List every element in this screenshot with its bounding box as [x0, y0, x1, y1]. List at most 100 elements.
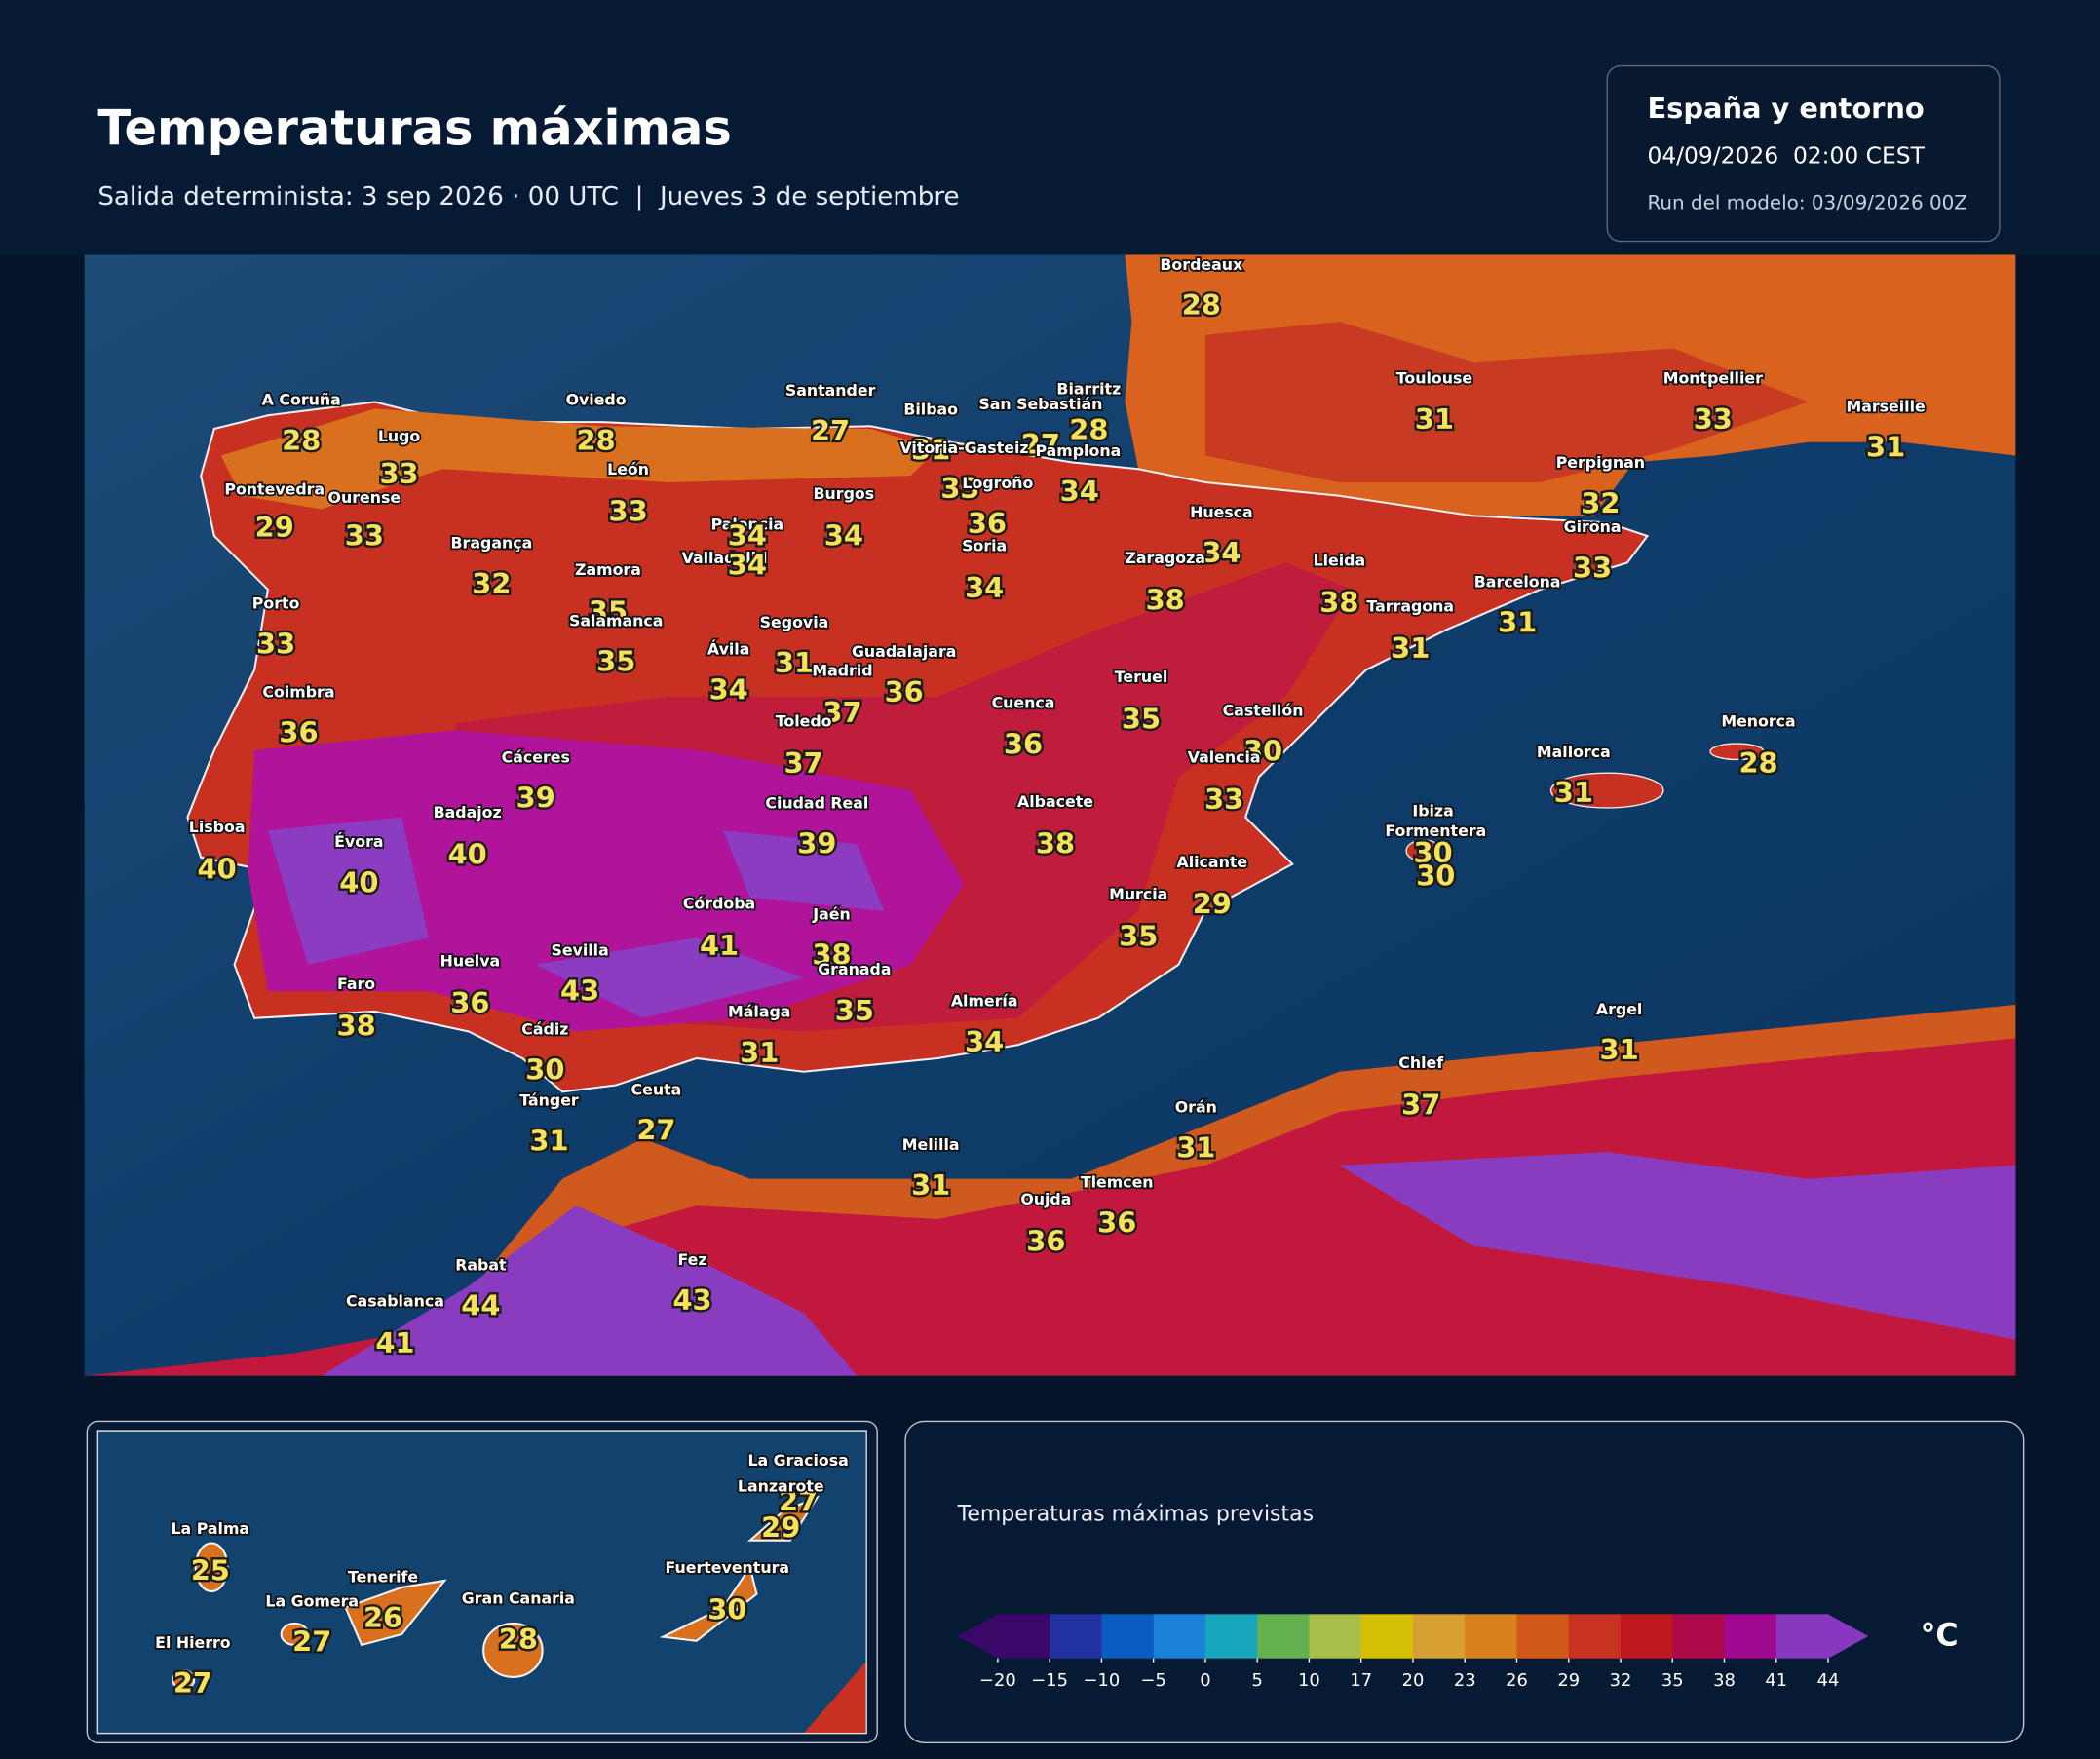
temperature-label: 38 [812, 938, 851, 972]
temperature-label: 41 [700, 929, 739, 962]
temperature-label: 36 [1026, 1225, 1065, 1258]
temperature-label: 34 [824, 518, 863, 552]
temperature-label: 31 [1600, 1033, 1639, 1066]
inset-border [96, 1430, 867, 1735]
place-name: Melilla [902, 1135, 960, 1154]
place-name: Lanzarote [738, 1476, 824, 1495]
info-box [1606, 64, 2001, 243]
temperature-label: 44 [461, 1289, 500, 1322]
place-name: Vitoria-Gasteiz [899, 439, 1028, 457]
place-name: La Graciosa [747, 1451, 848, 1470]
temperature-label: 43 [672, 1283, 711, 1317]
temperature-label: 30 [707, 1593, 746, 1626]
place-name: Girona [1564, 517, 1622, 536]
colorbar-segment [1204, 1614, 1258, 1659]
place-name: Orán [1175, 1097, 1217, 1116]
colorbar-segment [1412, 1614, 1466, 1659]
place-name: Barcelona [1474, 573, 1561, 592]
info-region: España y entorno [1647, 92, 1924, 125]
temperature-label: 40 [339, 865, 378, 899]
temperature-label: 26 [363, 1601, 402, 1634]
temperature-label: 25 [191, 1554, 230, 1587]
colorbar-under [957, 1614, 998, 1659]
place-name: Cáceres [502, 748, 570, 767]
temperature-label: 41 [375, 1326, 414, 1359]
temperature-label: 35 [589, 595, 628, 629]
colorbar-tick-label: 23 [1454, 1670, 1476, 1691]
place-name: Ibiza [1412, 802, 1453, 821]
iberia-north-coast [220, 408, 938, 510]
island-ibiza [1405, 839, 1442, 862]
place-name: A Coruña [262, 391, 341, 409]
title: Temperaturas máximas [97, 99, 732, 156]
colorbar-segment [1050, 1614, 1103, 1659]
place-name: León [607, 460, 649, 478]
place-name: Oviedo [566, 391, 627, 409]
temperature-label: 37 [822, 696, 861, 729]
place-name: Palencia [711, 515, 784, 533]
place-name: Sevilla [551, 941, 608, 960]
place-name: Burgos [814, 484, 875, 503]
place-name: Formentera [1385, 822, 1486, 840]
temperature-label: 39 [797, 826, 836, 860]
island-menorca [1709, 743, 1765, 761]
place-name: La Palma [171, 1519, 249, 1538]
place-name: Soria [962, 536, 1007, 554]
colorbar-segment [1775, 1614, 1829, 1659]
temperature-label: 27 [636, 1114, 675, 1147]
colorbar-segment [1153, 1614, 1206, 1659]
temperature-label: 36 [968, 507, 1007, 540]
temperature-label: 34 [728, 549, 767, 582]
temperature-label: 33 [1204, 783, 1243, 816]
place-name: Murcia [1109, 885, 1167, 903]
temperature-label: 27 [292, 1625, 331, 1659]
temperature-label: 32 [472, 567, 511, 600]
temperature-label: 33 [940, 472, 979, 505]
place-name: Rabat [455, 1256, 507, 1275]
place-name: Menorca [1721, 712, 1795, 731]
place-name: Cuenca [992, 693, 1055, 711]
place-name: Fez [678, 1250, 707, 1269]
colorbar-tick-label: −10 [1084, 1670, 1121, 1691]
temperature-label: 31 [911, 433, 950, 466]
legend-box [904, 1420, 2025, 1743]
place-name: Évora [334, 832, 383, 851]
temperature-label: 28 [1182, 288, 1221, 322]
temperature-label: 35 [835, 994, 874, 1027]
temperature-label: 34 [1202, 536, 1241, 569]
place-name: Ávila [707, 639, 749, 658]
place-name: Biarritz [1056, 380, 1121, 399]
place-name: Madrid [812, 661, 872, 679]
place-name: Córdoba [683, 894, 755, 912]
colorbar-segment [997, 1614, 1050, 1659]
place-name: Chlef [1398, 1053, 1444, 1072]
colorbar-tick-label: 20 [1402, 1670, 1425, 1691]
place-name: Ourense [328, 488, 401, 507]
place-name: Zamora [575, 560, 641, 579]
island-shape [280, 1622, 310, 1646]
island-shape [172, 1669, 196, 1691]
place-name: Mallorca [1537, 743, 1611, 761]
info-run: Run del modelo: 03/09/2026 00Z [1647, 192, 1966, 214]
temperature-label: 43 [560, 975, 599, 1008]
place-name: Segovia [760, 613, 829, 631]
temperature-label: 38 [1146, 583, 1185, 616]
temperature-label: 31 [1391, 631, 1430, 665]
place-name: Valladolid [682, 549, 768, 567]
place-name: Coimbra [262, 682, 334, 701]
temperature-label: 31 [740, 1036, 779, 1069]
africa-coast [441, 1005, 2016, 1340]
place-name: Bilbao [903, 400, 958, 418]
place-name: Fuerteventura [666, 1558, 790, 1577]
legend-title: Temperaturas máximas previstas [957, 1503, 1314, 1527]
temperature-label: 35 [1122, 703, 1161, 736]
place-name: Tlemcen [1081, 1172, 1154, 1191]
temperature-label: 38 [336, 1009, 375, 1042]
temperature-label: 31 [529, 1125, 568, 1158]
temperature-label: 30 [525, 1053, 564, 1087]
africa-hot-zone [321, 1152, 2016, 1376]
place-name: Albacete [1017, 792, 1093, 811]
place-name: Porto [252, 594, 300, 613]
place-name: Pamplona [1035, 441, 1121, 460]
